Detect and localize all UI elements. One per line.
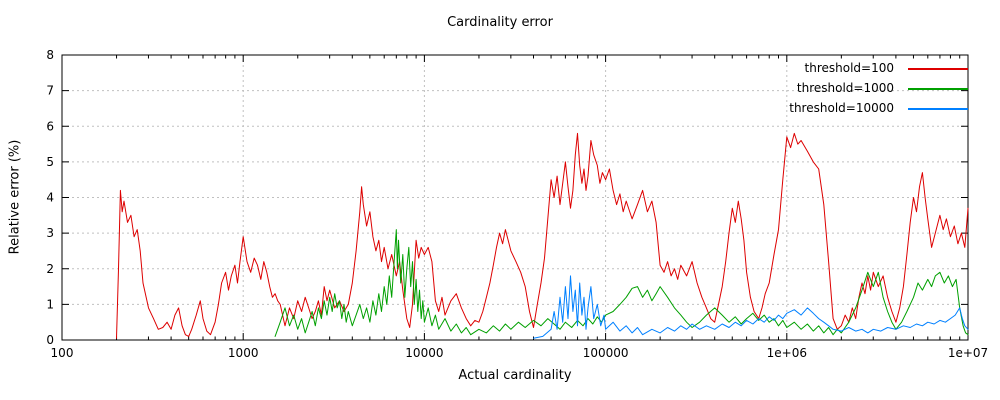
x-tick-label: 1000 bbox=[228, 346, 259, 360]
y-tick-label: 4 bbox=[46, 191, 54, 205]
y-tick-label: 0 bbox=[46, 333, 54, 347]
x-axis-label: Actual cardinality bbox=[458, 368, 572, 383]
series-line-threshold-100 bbox=[116, 132, 969, 339]
y-tick-label: 2 bbox=[46, 262, 54, 276]
plot-border bbox=[61, 54, 969, 341]
y-tick-label: 1 bbox=[46, 297, 54, 311]
legend: threshold=100 threshold=1000 threshold=100… bbox=[789, 62, 968, 115]
legend-label: threshold=10000 bbox=[789, 101, 894, 115]
y-tick-label: 8 bbox=[46, 48, 54, 62]
y-tick-label: 6 bbox=[46, 119, 54, 133]
series-line-threshold-10000 bbox=[533, 275, 969, 339]
x-tick-label: 1e+07 bbox=[948, 346, 988, 360]
x-tick-label: 100000 bbox=[583, 346, 629, 360]
legend-label: threshold=100 bbox=[804, 61, 894, 75]
x-tick-label: 1e+06 bbox=[767, 346, 807, 360]
legend-line-sample bbox=[908, 67, 968, 70]
y-tick-label: 7 bbox=[46, 84, 54, 98]
legend-label: threshold=1000 bbox=[796, 81, 894, 95]
y-tick-label: 5 bbox=[46, 155, 54, 169]
legend-line-sample bbox=[908, 107, 968, 110]
x-tick-label: 100 bbox=[51, 346, 74, 360]
chart-title: Cardinality error bbox=[447, 15, 553, 30]
y-tick-label: 3 bbox=[46, 226, 54, 240]
legend-line-sample bbox=[908, 87, 968, 90]
x-tick-label: 10000 bbox=[405, 346, 443, 360]
